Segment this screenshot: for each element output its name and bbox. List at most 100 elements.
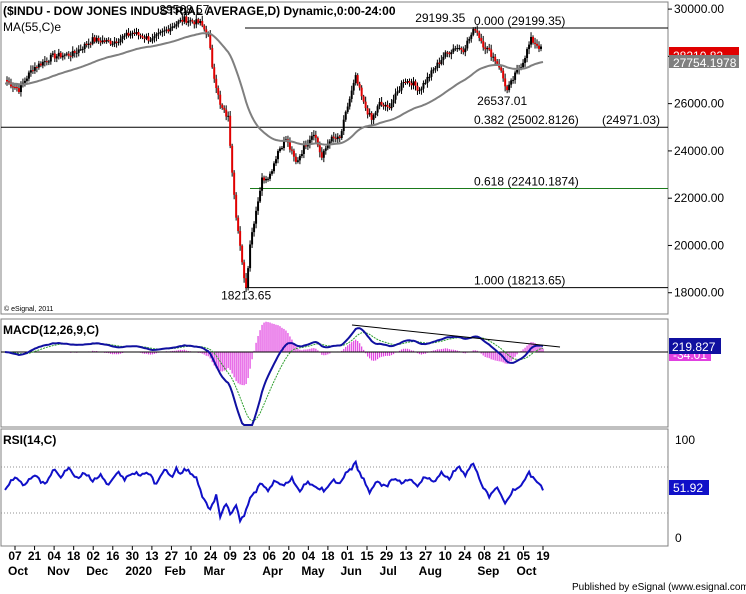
price-bar-body	[496, 61, 499, 64]
price-tick-label: 24000.00	[674, 144, 724, 158]
price-bar-body	[400, 83, 403, 91]
x-month-label: May	[301, 564, 325, 578]
price-bar-body	[416, 85, 419, 91]
price-bar-body	[434, 68, 437, 70]
price-bar-body	[273, 163, 275, 172]
price-bar-body	[390, 103, 393, 109]
price-bar-body	[504, 78, 507, 87]
price-tick-label: 30000.00	[674, 2, 724, 16]
price-bar-body	[41, 61, 44, 66]
x-day-tick-label: 29	[380, 549, 394, 563]
x-day-tick-label: 18	[321, 549, 335, 563]
price-bar-body	[105, 39, 108, 42]
price-bar-body	[255, 210, 258, 224]
price-bar-body	[233, 172, 236, 195]
price-bar-body	[221, 104, 224, 108]
price-bar-body	[19, 84, 22, 93]
price-bar-body	[532, 36, 535, 43]
price-bar-body	[486, 47, 489, 50]
price-bar-body	[101, 40, 104, 43]
x-day-tick-label: 04	[47, 549, 61, 563]
price-bar-body	[506, 86, 509, 91]
price-bar-body	[538, 45, 541, 49]
price-bar-body	[167, 29, 170, 32]
price-bar-body	[516, 69, 519, 73]
price-bar-body	[288, 142, 291, 150]
price-bar-body	[444, 52, 447, 57]
price-bar-body	[269, 173, 272, 179]
price-bar-body	[133, 32, 136, 34]
price-bar-body	[438, 62, 441, 64]
ma-label: MA(55,C)e	[3, 20, 61, 34]
price-bar-body	[536, 43, 539, 46]
price-bar-body	[231, 145, 234, 173]
price-bar-body	[470, 34, 473, 39]
price-bar-body	[464, 48, 467, 53]
price-bar-body	[251, 232, 254, 245]
price-bar-body	[77, 49, 80, 53]
price-bar-body	[528, 44, 531, 50]
price-bar-body	[157, 32, 160, 35]
price-bar-body	[392, 99, 395, 104]
price-bar-body	[5, 80, 8, 82]
price-bar-body	[225, 109, 228, 117]
price-bar-body	[500, 67, 503, 71]
price-bar-body	[380, 101, 383, 105]
price-bar-body	[330, 136, 333, 142]
x-month-label: Feb	[164, 564, 185, 578]
x-day-tick-label: 09	[223, 549, 237, 563]
price-bar-body	[17, 88, 20, 93]
x-month-label: Apr	[262, 564, 283, 578]
price-bar-body	[460, 48, 463, 50]
price-bar-body	[129, 34, 132, 36]
x-month-label: 2020	[125, 564, 152, 578]
price-bar-body	[522, 62, 525, 68]
price-bar-body	[382, 104, 385, 107]
price-bar-body	[257, 201, 260, 211]
rsi-value-tag	[669, 480, 709, 495]
price-bar-body	[155, 34, 158, 37]
price-bar-body	[530, 36, 533, 45]
price-bar-body	[474, 29, 477, 31]
x-day-tick-label: 08	[478, 549, 492, 563]
price-bar-body	[332, 136, 335, 139]
price-bar-body	[7, 81, 10, 83]
price-bar-body	[115, 41, 118, 43]
price-bar-body	[512, 79, 515, 81]
price-bar-body	[15, 87, 18, 89]
price-bar-body	[131, 32, 134, 35]
x-day-tick-label: 19	[536, 549, 550, 563]
price-bar-body	[219, 94, 222, 105]
price-annotation: 29568.57	[159, 2, 209, 16]
price-bar-body	[125, 32, 128, 36]
price-bar-body	[448, 52, 451, 55]
price-bar-body	[370, 113, 373, 120]
x-day-tick-label: 24	[458, 549, 472, 563]
price-bar-body	[304, 145, 307, 147]
price-bar-body	[149, 40, 152, 42]
price-bar-body	[408, 81, 411, 83]
price-bar-body	[374, 112, 377, 116]
price-bar-body	[193, 21, 196, 25]
price-bar-body	[259, 190, 262, 202]
x-month-label: Oct	[8, 564, 28, 578]
x-day-tick-label: 27	[165, 549, 179, 563]
price-bar-body	[478, 32, 481, 38]
x-day-tick-label: 05	[517, 549, 531, 563]
price-bar-body	[123, 35, 126, 37]
price-bar-body	[340, 131, 343, 138]
price-bar-body	[261, 177, 264, 191]
price-bar-body	[446, 52, 449, 54]
price-bar-body	[169, 28, 172, 32]
price-bar-body	[364, 101, 367, 109]
price-bar-body	[27, 72, 30, 79]
price-bar-body	[348, 98, 351, 107]
price-bar-body	[63, 54, 66, 56]
price-bar-body	[300, 153, 303, 157]
price-panel-frame	[0, 1, 669, 315]
price-bar-body	[298, 156, 301, 161]
x-day-tick-label: 13	[145, 549, 159, 563]
price-bar-body	[99, 40, 102, 43]
price-bar-body	[398, 90, 401, 92]
price-bar-body	[113, 41, 116, 44]
